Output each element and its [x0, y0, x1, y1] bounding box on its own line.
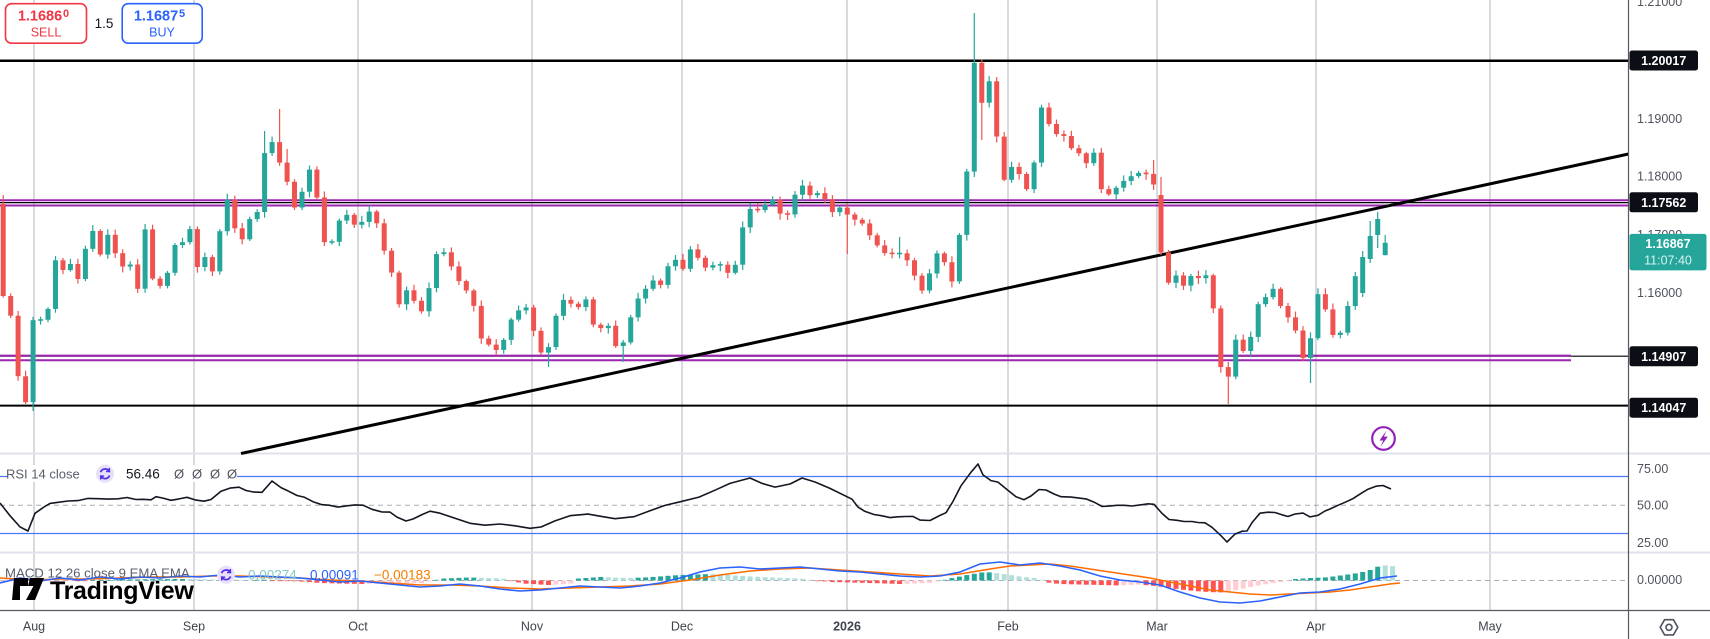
svg-text:Aug: Aug	[23, 620, 45, 634]
svg-text:Mar: Mar	[1146, 620, 1168, 634]
svg-text:5: 5	[179, 8, 185, 20]
svg-text:0.00091: 0.00091	[310, 567, 359, 582]
svg-text:50.00: 50.00	[1637, 499, 1668, 513]
svg-text:BUY: BUY	[149, 26, 175, 40]
svg-text:1.14047: 1.14047	[1641, 401, 1686, 415]
svg-text:Apr: Apr	[1306, 620, 1325, 634]
svg-text:1.5: 1.5	[95, 16, 114, 31]
svg-text:Oct: Oct	[348, 620, 368, 634]
svg-text:−0.00183: −0.00183	[374, 567, 431, 582]
svg-text:25.00: 25.00	[1637, 536, 1668, 550]
svg-text:Ø: Ø	[210, 467, 220, 482]
svg-text:1.1687: 1.1687	[134, 9, 178, 25]
svg-text:1.16000: 1.16000	[1637, 286, 1682, 300]
svg-text:1.21000: 1.21000	[1637, 0, 1682, 9]
svg-text:Nov: Nov	[521, 620, 544, 634]
svg-text:Dec: Dec	[671, 620, 693, 634]
svg-text:1.19000: 1.19000	[1637, 112, 1682, 126]
svg-text:1.18000: 1.18000	[1637, 169, 1682, 183]
svg-text:1.20017: 1.20017	[1641, 54, 1686, 68]
svg-text:1.16867: 1.16867	[1645, 237, 1690, 251]
svg-text:1.1686: 1.1686	[18, 9, 62, 25]
svg-text:0: 0	[63, 8, 69, 20]
svg-text:SELL: SELL	[31, 26, 62, 40]
svg-text:56.46: 56.46	[126, 467, 160, 482]
svg-text:RSI 14 close: RSI 14 close	[6, 466, 80, 481]
svg-text:May: May	[1478, 620, 1502, 634]
svg-text:0.00274: 0.00274	[248, 567, 297, 582]
svg-text:Ø: Ø	[192, 467, 202, 482]
svg-text:Ø: Ø	[227, 467, 237, 482]
svg-text:Sep: Sep	[183, 620, 205, 634]
svg-text:Feb: Feb	[997, 620, 1019, 634]
svg-text:1.17562: 1.17562	[1641, 196, 1686, 210]
svg-text:0.00000: 0.00000	[1637, 573, 1682, 587]
svg-text:TradingView: TradingView	[50, 577, 194, 605]
svg-text:75.00: 75.00	[1637, 462, 1668, 476]
svg-text:2026: 2026	[833, 620, 861, 634]
svg-text:11:07:40: 11:07:40	[1644, 254, 1692, 268]
svg-text:MACD 12 26 close 9 EMA EMA: MACD 12 26 close 9 EMA EMA	[5, 566, 190, 581]
svg-text:Ø: Ø	[174, 467, 184, 482]
svg-text:1.14907: 1.14907	[1641, 350, 1686, 364]
